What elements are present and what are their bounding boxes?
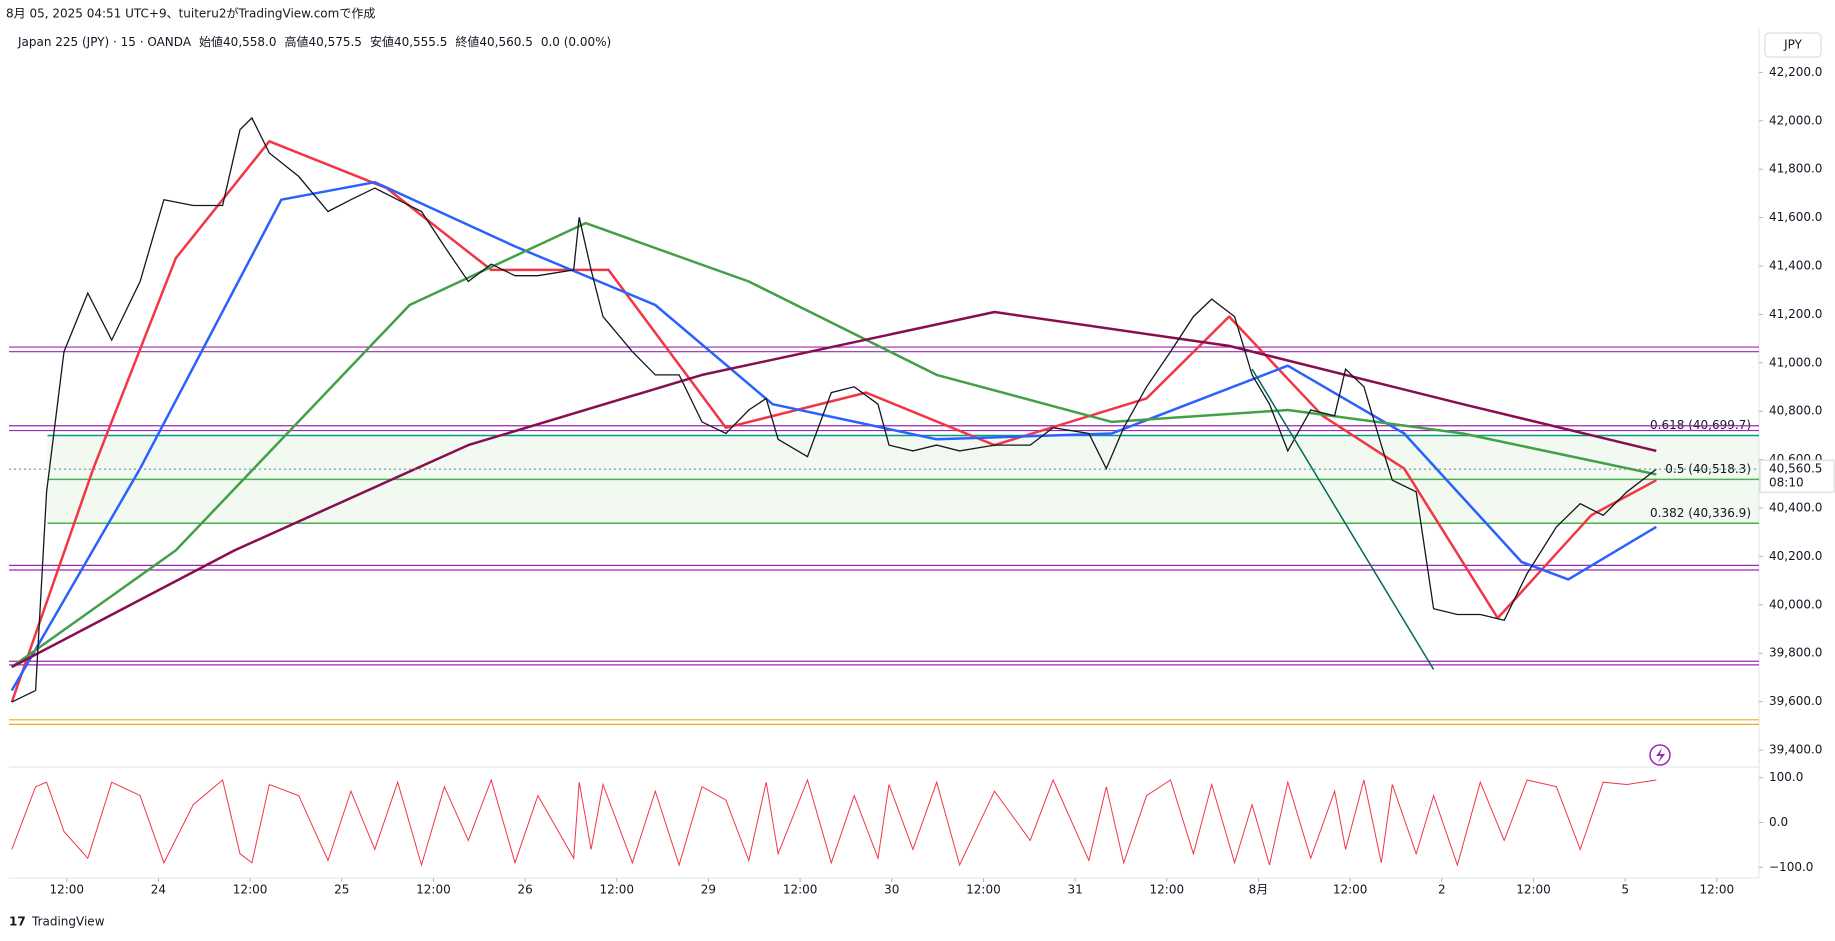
currency-button[interactable]: [1764, 32, 1822, 58]
y-tick-label: 40,400.0: [1769, 501, 1822, 515]
moving-average: [10, 140, 1657, 703]
osc-tick-label: 100.0: [1769, 770, 1803, 784]
x-tick-label: 12:00: [1700, 883, 1735, 897]
x-tick-label: 8月: [1249, 883, 1269, 897]
x-tick-label: 12:00: [1516, 883, 1551, 897]
fib-label: 0.382 (40,336.9): [1650, 506, 1751, 520]
change: 0.0 (0.00%): [541, 35, 611, 49]
x-tick-label: 5: [1621, 883, 1629, 897]
osc-tick-label: 0.0: [1769, 815, 1788, 829]
y-tick-label: 41,800.0: [1769, 162, 1822, 176]
x-tick-label: 12:00: [233, 883, 268, 897]
symbol: Japan 225 (JPY) · 15 · OANDA: [17, 35, 192, 49]
x-tick-label: 25: [334, 883, 349, 897]
ohlc-value: 40,558.0: [223, 35, 276, 49]
y-tick-label: 41,400.0: [1769, 258, 1822, 272]
x-tick-label: 12:00: [49, 883, 84, 897]
x-tick-label: 12:00: [966, 883, 1001, 897]
symbol-legend: Japan 225 (JPY) · 15 · OANDA 始値40,558.0 高値…: [17, 34, 611, 49]
x-tick-label: 30: [884, 883, 899, 897]
alert-icon[interactable]: [1649, 744, 1671, 766]
fib-label: 0.618 (40,699.7): [1650, 418, 1751, 432]
y-tick-label: 39,400.0: [1769, 743, 1822, 757]
x-tick-label: 12:00: [783, 883, 818, 897]
ohlc-value: 40,575.5: [309, 35, 362, 49]
y-tick-label: 41,000.0: [1769, 355, 1822, 369]
moving-average: [11, 221, 1657, 669]
y-tick-label: 42,000.0: [1769, 113, 1822, 127]
moving-average: [10, 180, 1657, 692]
y-tick-label: 40,000.0: [1769, 597, 1822, 611]
ohlc-label: 始値: [199, 34, 223, 49]
price-line: [11, 116, 1657, 703]
ohlc-label: 終値: [455, 34, 479, 49]
osc-tick-label: −100.0: [1769, 860, 1813, 874]
y-tick-label: 42,200.0: [1769, 65, 1822, 79]
moving-average: [11, 310, 1657, 669]
ohlc-value: 40,555.5: [394, 35, 447, 49]
y-tick-label: 41,200.0: [1769, 307, 1822, 321]
y-tick-label: 40,200.0: [1769, 549, 1822, 563]
y-tick-label: 39,600.0: [1769, 694, 1822, 708]
ohlc-label: 安値: [370, 34, 394, 49]
ohlc-value: 40,560.5: [479, 35, 532, 49]
countdown: 08:10: [1769, 476, 1804, 490]
y-tick-label: 39,800.0: [1769, 646, 1822, 660]
ohlc-label: 高値: [284, 34, 308, 49]
currency-label: JPY: [1783, 38, 1803, 52]
fib-label: 0.5 (40,518.3): [1665, 462, 1751, 476]
current-price-box: [1759, 459, 1835, 493]
x-tick-label: 2: [1438, 883, 1446, 897]
x-tick-label: 31: [1067, 883, 1082, 897]
x-tick-label: 12:00: [1333, 883, 1368, 897]
logo-mark: 17: [9, 915, 26, 929]
trend-line: [1251, 368, 1435, 670]
x-tick-label: 12:00: [1150, 883, 1185, 897]
current-price-label: 40,560.5: [1769, 462, 1822, 476]
x-tick-label: 12:00: [416, 883, 451, 897]
x-tick-label: 24: [151, 883, 166, 897]
x-tick-label: 12:00: [599, 883, 634, 897]
alert-bolt: [1656, 748, 1665, 763]
x-tick-label: 29: [701, 883, 716, 897]
y-tick-label: 41,600.0: [1769, 210, 1822, 224]
oscillator-line: [11, 778, 1657, 867]
x-tick-label: 26: [517, 883, 532, 897]
y-tick-label: 40,800.0: [1769, 404, 1822, 418]
header-caption: 8月 05, 2025 04:51 UTC+9、tuiteru2がTrading…: [6, 6, 375, 21]
brand: TradingView: [31, 915, 105, 929]
